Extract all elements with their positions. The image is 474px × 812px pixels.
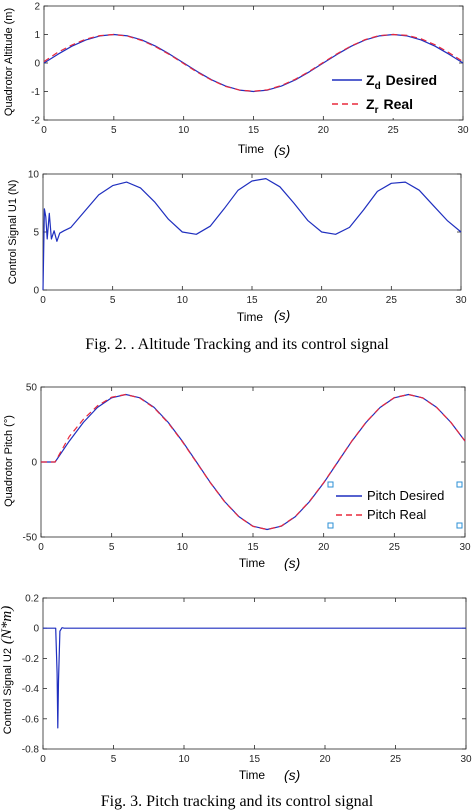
x-axis-label: Time <box>239 556 266 570</box>
figure-caption-fig2: Fig. 2. . Altitude Tracking and its cont… <box>85 336 389 353</box>
y-tick-label: -1 <box>31 87 40 98</box>
x-tick-label: 5 <box>111 754 117 765</box>
y-tick-label: 0 <box>31 458 37 469</box>
x-tick-label: 20 <box>318 542 330 553</box>
legend-subscript: d <box>375 81 381 92</box>
series-line <box>43 627 466 729</box>
y-tick-label: 0 <box>33 624 39 635</box>
y-axis-label: Control Signal U2 (N*m) <box>0 606 15 735</box>
y-axis-label: Control Signal U1 (N) <box>7 180 19 285</box>
x-tick-label: 15 <box>249 754 261 765</box>
y-axis-label: Quadrotor Altitude (m) <box>3 8 15 116</box>
y-tick-label: 5 <box>33 228 39 239</box>
y-tick-label: 0.2 <box>25 594 39 605</box>
legend-box <box>330 484 460 526</box>
selection-handle <box>327 481 334 488</box>
legend-text: Real <box>383 96 413 112</box>
x-tick-label: 20 <box>319 754 331 765</box>
y-axis-label-main: Control Signal U2 <box>2 648 14 734</box>
legend-symbol: Z <box>366 96 375 112</box>
x-tick-label: 10 <box>178 125 190 136</box>
y-tick-label: -2 <box>31 116 40 127</box>
legend-box <box>326 63 456 118</box>
x-tick-label: 30 <box>460 754 472 765</box>
y-tick-label: 50 <box>26 383 38 394</box>
y-tick-label: -0.2 <box>22 654 40 665</box>
chart-control-u2: 0 5 10 15 20 25 30 -0.8 -0.6 -0.4 -0.2 0 0.2 <box>22 594 472 766</box>
y-tick-label: 2 <box>34 2 40 13</box>
x-tick-label: 30 <box>455 295 467 306</box>
series-line <box>43 33 464 92</box>
series-line <box>41 393 466 531</box>
x-axis-label: Time <box>238 142 265 156</box>
x-tick-label: 25 <box>388 125 400 136</box>
plot-area <box>42 597 467 750</box>
x-axis-unit: (s) <box>274 307 290 323</box>
legend: Zd Desired Zr Real <box>326 63 456 118</box>
x-tick-label: 15 <box>248 125 260 136</box>
legend-subscript: r <box>375 105 379 116</box>
x-tick-label: 5 <box>111 125 117 136</box>
y-tick-label: -0.4 <box>22 684 40 695</box>
x-tick-label: 0 <box>40 295 46 306</box>
selection-handle <box>327 522 334 529</box>
x-tick-label: 10 <box>178 754 190 765</box>
x-axis-label: Time <box>237 310 264 324</box>
x-axis-unit: (s) <box>284 555 300 571</box>
x-tick-label: 30 <box>457 125 469 136</box>
y-tick-label: 10 <box>28 170 40 181</box>
x-axis-unit: (s) <box>274 142 290 158</box>
y-axis-label-unit: (N*m) <box>0 606 15 644</box>
figure-caption-fig3: Fig. 3. Pitch tracking and its control s… <box>100 793 374 810</box>
selection-handle <box>456 522 463 529</box>
series-line <box>42 178 462 291</box>
x-tick-label: 0 <box>40 754 46 765</box>
y-tick-label: -0.8 <box>22 745 40 756</box>
x-tick-label: 15 <box>246 295 258 306</box>
legend-label-desired: Zd Desired <box>366 72 437 92</box>
x-axis-label: Time <box>239 768 266 782</box>
x-tick-label: 20 <box>316 295 328 306</box>
y-tick-label: 0 <box>33 286 39 297</box>
y-tick-label: -50 <box>23 533 38 544</box>
x-axis-unit: (s) <box>284 767 300 783</box>
x-tick-label: 10 <box>177 542 189 553</box>
y-axis-label: Quadrotor Pitch (°) <box>3 415 15 507</box>
y-tick-label: 0 <box>34 59 40 70</box>
x-tick-label: 25 <box>390 754 402 765</box>
x-tick-label: 10 <box>177 295 189 306</box>
legend-text: Pitch Desired <box>367 488 444 503</box>
x-tick-label: 25 <box>389 542 401 553</box>
y-tick-label: -0.6 <box>22 714 40 725</box>
y-tick-label: 1 <box>34 30 40 41</box>
legend-text: Desired <box>386 72 437 88</box>
x-tick-label: 30 <box>459 542 471 553</box>
legend: Pitch Desired Pitch Real <box>327 481 463 529</box>
x-tick-label: 0 <box>38 542 44 553</box>
x-tick-label: 25 <box>386 295 398 306</box>
legend-text: Pitch Real <box>367 507 426 522</box>
plot-area <box>42 173 462 291</box>
x-tick-label: 15 <box>247 542 259 553</box>
x-tick-label: 5 <box>110 295 116 306</box>
x-tick-label: 0 <box>41 125 47 136</box>
legend-label-real: Zr Real <box>366 96 413 116</box>
legend-symbol: Z <box>366 72 375 88</box>
x-tick-label: 20 <box>318 125 330 136</box>
chart-control-u1: 0 5 10 15 20 25 30 0 5 10 <box>28 170 467 307</box>
selection-handle <box>456 481 463 488</box>
x-tick-label: 5 <box>109 542 115 553</box>
